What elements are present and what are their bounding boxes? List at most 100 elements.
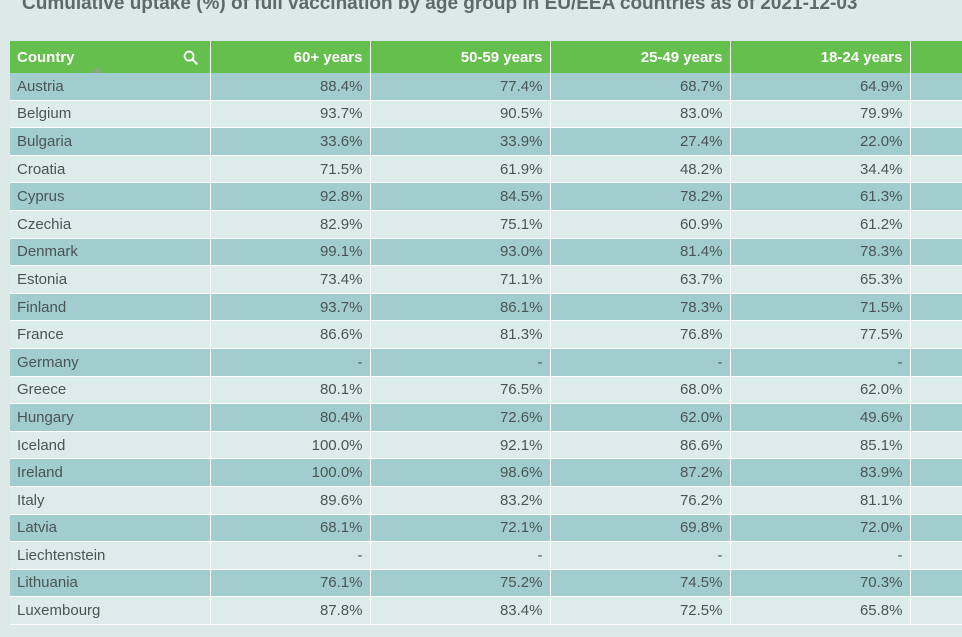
value-60-plus: - <box>210 541 371 570</box>
value-60-plus: 80.1% <box>210 376 371 404</box>
value-60-plus: 100.0% <box>210 431 371 459</box>
row-filler <box>910 182 962 211</box>
country-cell: Lithuania <box>10 569 211 597</box>
value-50-59: - <box>370 541 551 570</box>
row-filler <box>910 265 962 294</box>
vaccination-table-container: Country 60+ years 50-59 years 25-49 year… <box>10 41 962 625</box>
value-60-plus: 100.0% <box>210 458 371 487</box>
table-row: Greece 80.1% 76.5% 68.0% 62.0% <box>10 376 962 404</box>
country-cell: Luxembourg <box>10 596 211 625</box>
value-25-49: 74.5% <box>550 569 731 597</box>
row-filler <box>910 127 962 156</box>
value-25-49: 68.0% <box>550 376 731 404</box>
value-60-plus: 73.4% <box>210 265 371 294</box>
column-header-25-49[interactable]: 25-49 years <box>550 41 731 73</box>
table-row: Croatia 71.5% 61.9% 48.2% 34.4% <box>10 155 962 183</box>
value-60-plus: 86.6% <box>210 320 371 349</box>
value-25-49: 72.5% <box>550 596 731 625</box>
row-filler <box>910 210 962 239</box>
value-25-49: 60.9% <box>550 210 731 239</box>
value-18-24: 81.1% <box>730 486 911 514</box>
table-row: France 86.6% 81.3% 76.8% 77.5% <box>10 320 962 349</box>
country-cell: Latvia <box>10 514 211 542</box>
value-18-24: 64.9% <box>730 73 911 101</box>
table-header-row: Country 60+ years 50-59 years 25-49 year… <box>10 41 962 73</box>
row-filler <box>910 293 962 321</box>
value-60-plus: 93.7% <box>210 293 371 321</box>
table-row: Estonia 73.4% 71.1% 63.7% 65.3% <box>10 265 962 294</box>
table-row: Hungary 80.4% 72.6% 62.0% 49.6% <box>10 403 962 432</box>
country-cell: Iceland <box>10 431 211 459</box>
value-60-plus: 89.6% <box>210 486 371 514</box>
value-60-plus: 80.4% <box>210 403 371 432</box>
value-60-plus: 88.4% <box>210 73 371 101</box>
row-filler <box>910 458 962 487</box>
sort-ascending-icon[interactable] <box>92 67 102 73</box>
country-cell: Belgium <box>10 100 211 128</box>
row-filler <box>910 320 962 349</box>
column-header-filler <box>910 41 962 73</box>
column-header-label: 25-49 years <box>640 48 723 66</box>
value-18-24: 49.6% <box>730 403 911 432</box>
value-18-24: 79.9% <box>730 100 911 128</box>
row-filler <box>910 73 962 101</box>
table-row: Germany - - - - <box>10 348 962 377</box>
value-50-59: 81.3% <box>370 320 551 349</box>
table-row: Italy 89.6% 83.2% 76.2% 81.1% <box>10 486 962 514</box>
table-row: Latvia 68.1% 72.1% 69.8% 72.0% <box>10 514 962 542</box>
table-row: Czechia 82.9% 75.1% 60.9% 61.2% <box>10 210 962 239</box>
value-25-49: 69.8% <box>550 514 731 542</box>
row-filler <box>910 569 962 597</box>
table-row: Cyprus 92.8% 84.5% 78.2% 61.3% <box>10 182 962 211</box>
value-18-24: 83.9% <box>730 458 911 487</box>
value-25-49: 78.3% <box>550 293 731 321</box>
value-18-24: - <box>730 541 911 570</box>
value-25-49: 87.2% <box>550 458 731 487</box>
country-cell: Greece <box>10 376 211 404</box>
value-18-24: 78.3% <box>730 238 911 266</box>
row-filler <box>910 376 962 404</box>
value-18-24: 77.5% <box>730 320 911 349</box>
value-60-plus: 71.5% <box>210 155 371 183</box>
value-25-49: 78.2% <box>550 182 731 211</box>
value-18-24: - <box>730 348 911 377</box>
country-cell: Germany <box>10 348 211 377</box>
value-18-24: 65.8% <box>730 596 911 625</box>
search-icon[interactable] <box>183 50 198 65</box>
table-body: Austria 88.4% 77.4% 68.7% 64.9% Belgium 93.7% 9… <box>10 73 962 625</box>
country-cell: Estonia <box>10 265 211 294</box>
column-header-50-59[interactable]: 50-59 years <box>370 41 551 73</box>
row-filler <box>910 238 962 266</box>
column-header-60-plus[interactable]: 60+ years <box>210 41 371 73</box>
row-filler <box>910 541 962 570</box>
value-60-plus: 92.8% <box>210 182 371 211</box>
column-header-18-24[interactable]: 18-24 years <box>730 41 911 73</box>
row-filler <box>910 596 962 625</box>
value-50-59: 84.5% <box>370 182 551 211</box>
country-cell: Austria <box>10 73 211 101</box>
value-18-24: 61.3% <box>730 182 911 211</box>
value-50-59: 90.5% <box>370 100 551 128</box>
value-25-49: 62.0% <box>550 403 731 432</box>
row-filler <box>910 403 962 432</box>
value-50-59: 75.2% <box>370 569 551 597</box>
value-60-plus: 33.6% <box>210 127 371 156</box>
row-filler <box>910 514 962 542</box>
value-50-59: 61.9% <box>370 155 551 183</box>
value-50-59: 72.1% <box>370 514 551 542</box>
country-cell: Italy <box>10 486 211 514</box>
column-header-country[interactable]: Country <box>10 41 211 73</box>
table-row: Lithuania 76.1% 75.2% 74.5% 70.3% <box>10 569 962 597</box>
value-50-59: 75.1% <box>370 210 551 239</box>
table-row: Luxembourg 87.8% 83.4% 72.5% 65.8% <box>10 596 962 625</box>
column-header-label: 50-59 years <box>460 48 543 66</box>
table-row: Denmark 99.1% 93.0% 81.4% 78.3% <box>10 238 962 266</box>
value-50-59: 77.4% <box>370 73 551 101</box>
value-50-59: 92.1% <box>370 431 551 459</box>
value-60-plus: 76.1% <box>210 569 371 597</box>
row-filler <box>910 431 962 459</box>
value-25-49: 83.0% <box>550 100 731 128</box>
country-cell: Liechtenstein <box>10 541 211 570</box>
value-25-49: 76.2% <box>550 486 731 514</box>
value-18-24: 70.3% <box>730 569 911 597</box>
